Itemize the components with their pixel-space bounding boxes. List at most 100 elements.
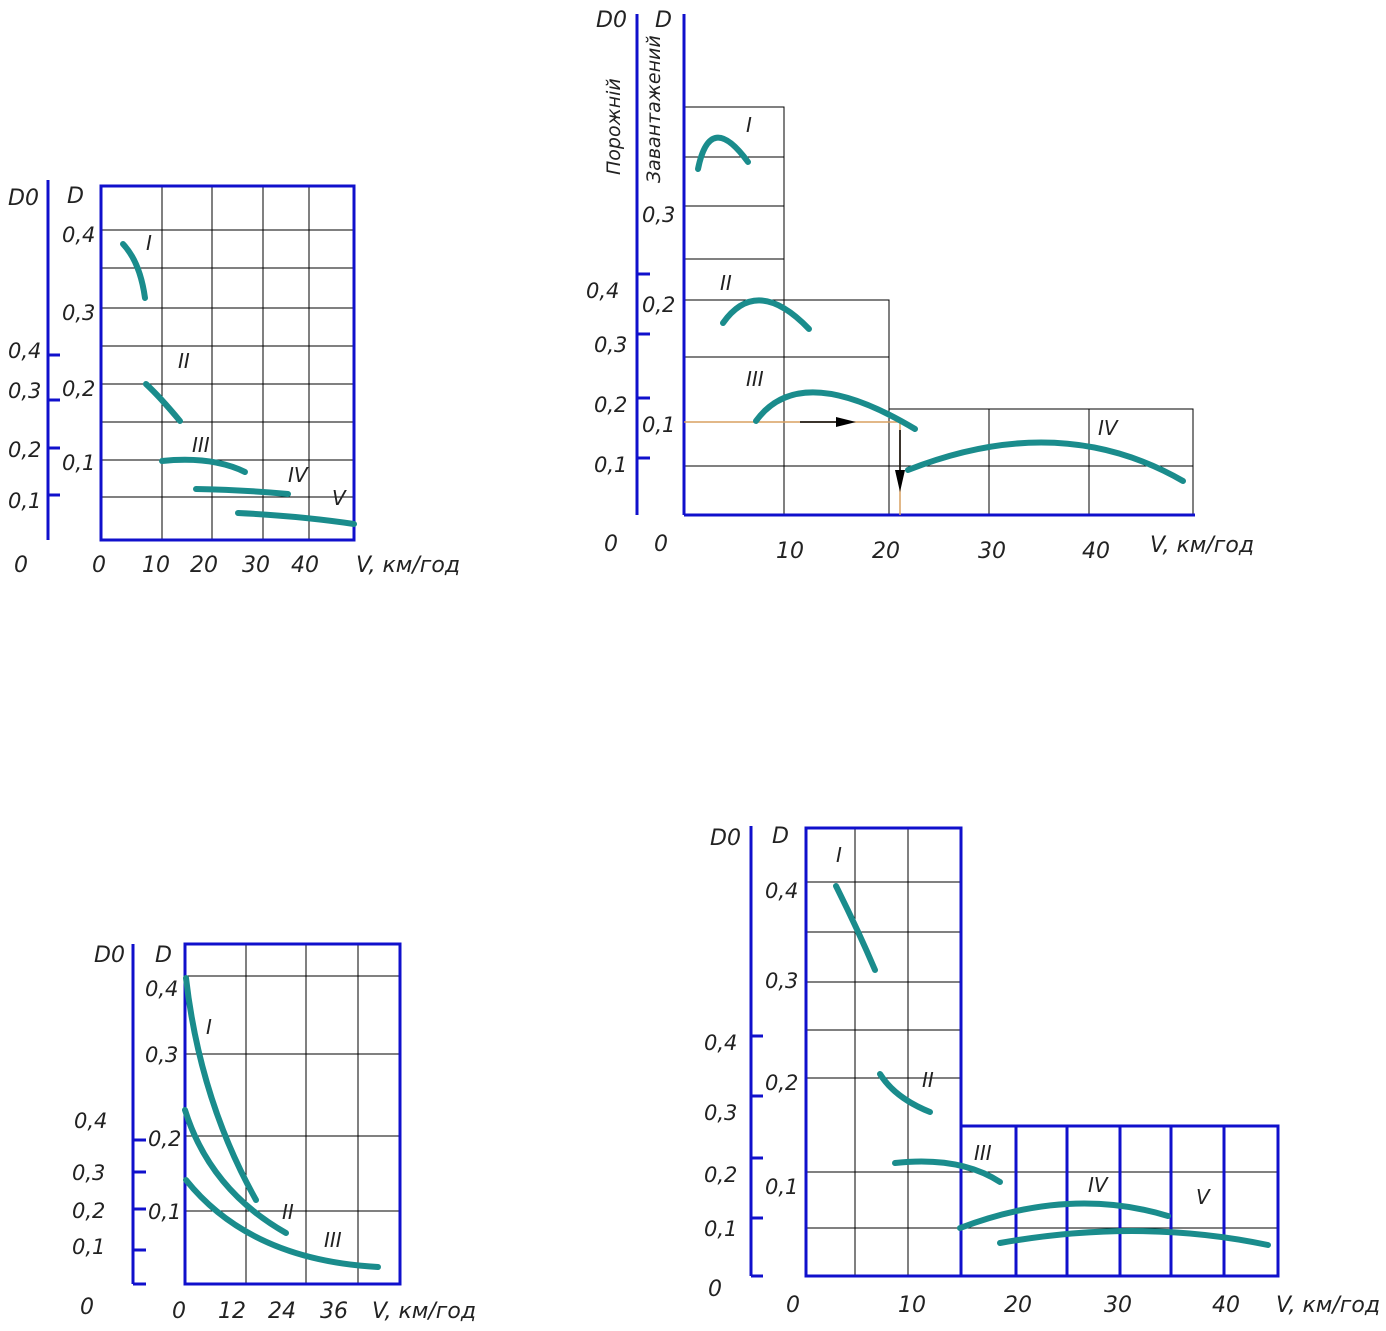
d-tick-label: 0,1 (765, 1175, 798, 1199)
x-tick-label: 10 (142, 553, 170, 578)
vertical-label-empty: Порожній (603, 78, 625, 175)
frame-top-left (99, 184, 356, 542)
d0-tick-label: 0,1 (594, 453, 627, 477)
curve-III (183, 1177, 381, 1270)
x-tick-label: 20 (1004, 1293, 1032, 1318)
chart-top-right: D0 D Порожній Завантажений 0,3 0,2 0,1 0… (586, 8, 1254, 564)
x-tick-label: 40 (1212, 1293, 1240, 1318)
d0-label-top-right: D0 (596, 8, 627, 33)
curve-IV (905, 439, 1186, 484)
d0-tick-label: 0,2 (594, 393, 627, 417)
x-axis-title: V, км/год (372, 1299, 476, 1324)
curve-I (120, 241, 148, 301)
d-tick-label: 0,4 (145, 977, 178, 1001)
curve-V (997, 1227, 1271, 1248)
d0-tick-label: 0,4 (704, 1031, 737, 1055)
d-label-bottom-left: D (155, 943, 172, 968)
curve-II (143, 381, 183, 424)
d-tick-label: 0,1 (148, 1200, 181, 1224)
series-label-III: III (324, 1228, 342, 1252)
origin-d0-bottom-left: 0 (80, 1295, 94, 1320)
series-label-IV: IV (288, 463, 309, 487)
curve-IV (957, 1200, 1171, 1231)
d-label-bottom-right: D (772, 824, 789, 849)
d0-tick-label: 0,4 (74, 1109, 107, 1133)
curve-V (235, 510, 357, 527)
series-label-II: II (922, 1068, 934, 1092)
curve-I (833, 883, 878, 973)
d0-tick-label: 0,3 (594, 333, 627, 357)
series-label-IV: IV (1088, 1173, 1109, 1197)
series-label-II: II (178, 349, 190, 373)
d0-tick-label: 0,1 (8, 489, 41, 513)
d-tick-label: 0,1 (62, 451, 95, 475)
x-tick-label: 30 (242, 553, 270, 578)
curve-I (183, 975, 259, 1203)
series-label-III: III (746, 367, 764, 391)
grid-bottom-right (806, 828, 1278, 1276)
d0-tick-label: 0,3 (704, 1101, 737, 1125)
frame-bottom-right (804, 826, 1280, 1278)
x-tick-label: 20 (190, 553, 218, 578)
series-label-I: I (836, 843, 842, 867)
x-tick-label: 0 (172, 1299, 186, 1324)
d0-tick-label: 0,1 (704, 1217, 737, 1241)
d-tick-label: 0,3 (145, 1043, 178, 1067)
d-label-top-right: D (655, 8, 672, 33)
x-tick-label: 0 (92, 553, 106, 578)
d0-label-bottom-left: D0 (94, 943, 125, 968)
series-label-I: I (146, 231, 152, 255)
curve-III (159, 456, 248, 475)
d-tick-label: 0,1 (642, 413, 675, 437)
guide-lines (684, 417, 905, 515)
d-tick-label: 0,3 (642, 203, 675, 227)
d-tick-label: 0,2 (765, 1071, 798, 1095)
arrow-right-icon (836, 417, 856, 427)
d-tick-label: 0,4 (62, 223, 95, 247)
chart-top-left: D0 D 0,4 0,3 0,2 0,1 0,4 0,3 0,2 0,1 0 0… (8, 180, 460, 578)
origin-d0-bottom-right: 0 (708, 1277, 722, 1302)
d0-tick-label: 0,2 (8, 438, 41, 462)
series-label-I: I (206, 1015, 212, 1039)
series-label-III: III (974, 1141, 992, 1165)
x-axis-title: V, км/год (1150, 533, 1254, 558)
grid-top-left (101, 186, 354, 540)
d-tick-label: 0,3 (765, 969, 798, 993)
d0-tick-label: 0,2 (704, 1163, 737, 1187)
series-label-V: V (332, 486, 347, 510)
vertical-label-loaded: Завантажений (643, 35, 665, 183)
origin-d-top-right: 0 (654, 532, 668, 557)
x-tick-label: 30 (978, 539, 1006, 564)
d-tick-label: 0,2 (62, 377, 95, 401)
chart-bottom-left: D0 D 0,4 0,3 0,2 0,1 0,4 0,3 0,2 0,1 0 0… (72, 942, 476, 1324)
d0-tick-label: 0,1 (72, 1235, 105, 1259)
curve-III (753, 389, 918, 432)
curve-I (695, 134, 751, 172)
series-label-II: II (282, 1200, 294, 1224)
x-tick-label: 24 (268, 1299, 296, 1324)
d-tick-label: 0,2 (642, 293, 675, 317)
d0-tick-label: 0,4 (8, 339, 41, 363)
curve-III (892, 1158, 1003, 1185)
d0-tick-label: 0,3 (72, 1161, 105, 1185)
x-tick-label: 40 (291, 553, 319, 578)
x-tick-label: 10 (898, 1293, 926, 1318)
d-label-top-left: D (67, 184, 84, 209)
d-tick-label: 0,4 (765, 879, 798, 903)
d0-label-bottom-right: D0 (710, 826, 741, 851)
x-tick-label: 10 (776, 539, 804, 564)
x-tick-label: 20 (872, 539, 900, 564)
d0-tick-label: 0,3 (8, 379, 41, 403)
series-label-III: III (192, 433, 210, 457)
chart-bottom-right: D0 D 0,4 0,3 0,2 0,1 0,4 0,3 0,2 0,1 0 0… (704, 824, 1380, 1318)
curve-II (877, 1071, 933, 1115)
x-tick-label: 40 (1082, 539, 1110, 564)
d-tick-label: 0,3 (62, 301, 95, 325)
x-tick-label: 0 (786, 1293, 800, 1318)
x-tick-label: 12 (218, 1299, 246, 1324)
d0-tick-label: 0,2 (72, 1199, 105, 1223)
curve-II (182, 1107, 289, 1236)
x-tick-label: 30 (1104, 1293, 1132, 1318)
arrow-down-icon (895, 470, 905, 492)
